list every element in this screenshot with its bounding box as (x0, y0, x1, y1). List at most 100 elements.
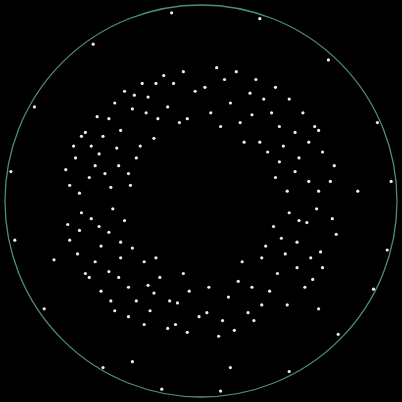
point (166, 327, 169, 330)
point (313, 125, 316, 128)
point (301, 111, 304, 114)
point (221, 319, 224, 322)
point (64, 168, 67, 171)
point (158, 276, 161, 279)
point (129, 184, 132, 187)
point (270, 111, 273, 114)
point (186, 117, 189, 120)
point (99, 290, 102, 293)
point (333, 164, 336, 167)
point (293, 170, 296, 173)
point (166, 105, 169, 108)
point (78, 229, 81, 232)
point (135, 299, 138, 302)
point (97, 152, 100, 155)
point (154, 82, 157, 85)
point (90, 217, 93, 220)
point (329, 180, 332, 183)
point (229, 101, 232, 104)
point (13, 239, 16, 242)
point (33, 105, 36, 108)
point (280, 237, 283, 240)
point (372, 288, 375, 291)
point (84, 131, 87, 134)
point (186, 331, 189, 334)
point (66, 223, 69, 226)
point (293, 131, 296, 134)
point (154, 256, 157, 259)
point (215, 66, 218, 69)
point (376, 121, 379, 124)
point (119, 129, 122, 132)
point (101, 135, 104, 138)
point (356, 190, 359, 193)
point (235, 70, 238, 73)
point (321, 150, 324, 153)
point (307, 141, 310, 144)
point (107, 270, 110, 273)
point (227, 295, 230, 298)
point (233, 329, 236, 332)
point (131, 107, 134, 110)
point (331, 217, 334, 220)
point (237, 280, 240, 283)
point (288, 211, 291, 214)
point (92, 43, 95, 46)
point (88, 276, 91, 279)
point (297, 156, 300, 159)
point (168, 299, 171, 302)
point (295, 241, 298, 244)
point (309, 256, 312, 259)
point (266, 150, 269, 153)
point (52, 258, 55, 261)
point (321, 266, 324, 269)
point (145, 111, 148, 114)
point (123, 90, 126, 93)
point (315, 207, 318, 210)
point (152, 137, 155, 140)
point (127, 315, 130, 318)
point (219, 390, 222, 393)
point (248, 92, 251, 95)
point (139, 145, 142, 148)
point (160, 388, 163, 391)
point (288, 370, 291, 373)
point (109, 186, 112, 189)
point (133, 94, 136, 97)
point (239, 121, 242, 124)
point (94, 260, 97, 263)
point (327, 58, 330, 61)
point (113, 101, 116, 104)
point (141, 82, 144, 85)
point (148, 309, 151, 312)
point (337, 333, 340, 336)
point (94, 164, 97, 167)
point (182, 272, 185, 275)
point (78, 192, 81, 195)
point (390, 180, 393, 183)
point (146, 96, 149, 99)
point (96, 115, 99, 118)
point (311, 278, 314, 281)
point (117, 276, 120, 279)
point (303, 286, 306, 289)
point (117, 164, 120, 167)
point (119, 256, 122, 259)
point (127, 172, 130, 175)
point (286, 303, 289, 306)
point (317, 307, 320, 310)
point (174, 323, 177, 326)
point (209, 111, 212, 114)
point (119, 241, 122, 244)
point (176, 301, 179, 304)
point (111, 207, 114, 210)
point (254, 78, 257, 81)
point (143, 323, 146, 326)
point (162, 74, 165, 77)
point (243, 141, 246, 144)
point (278, 160, 281, 163)
point (74, 156, 77, 159)
point (282, 145, 285, 148)
point (386, 248, 389, 251)
point (284, 252, 287, 255)
